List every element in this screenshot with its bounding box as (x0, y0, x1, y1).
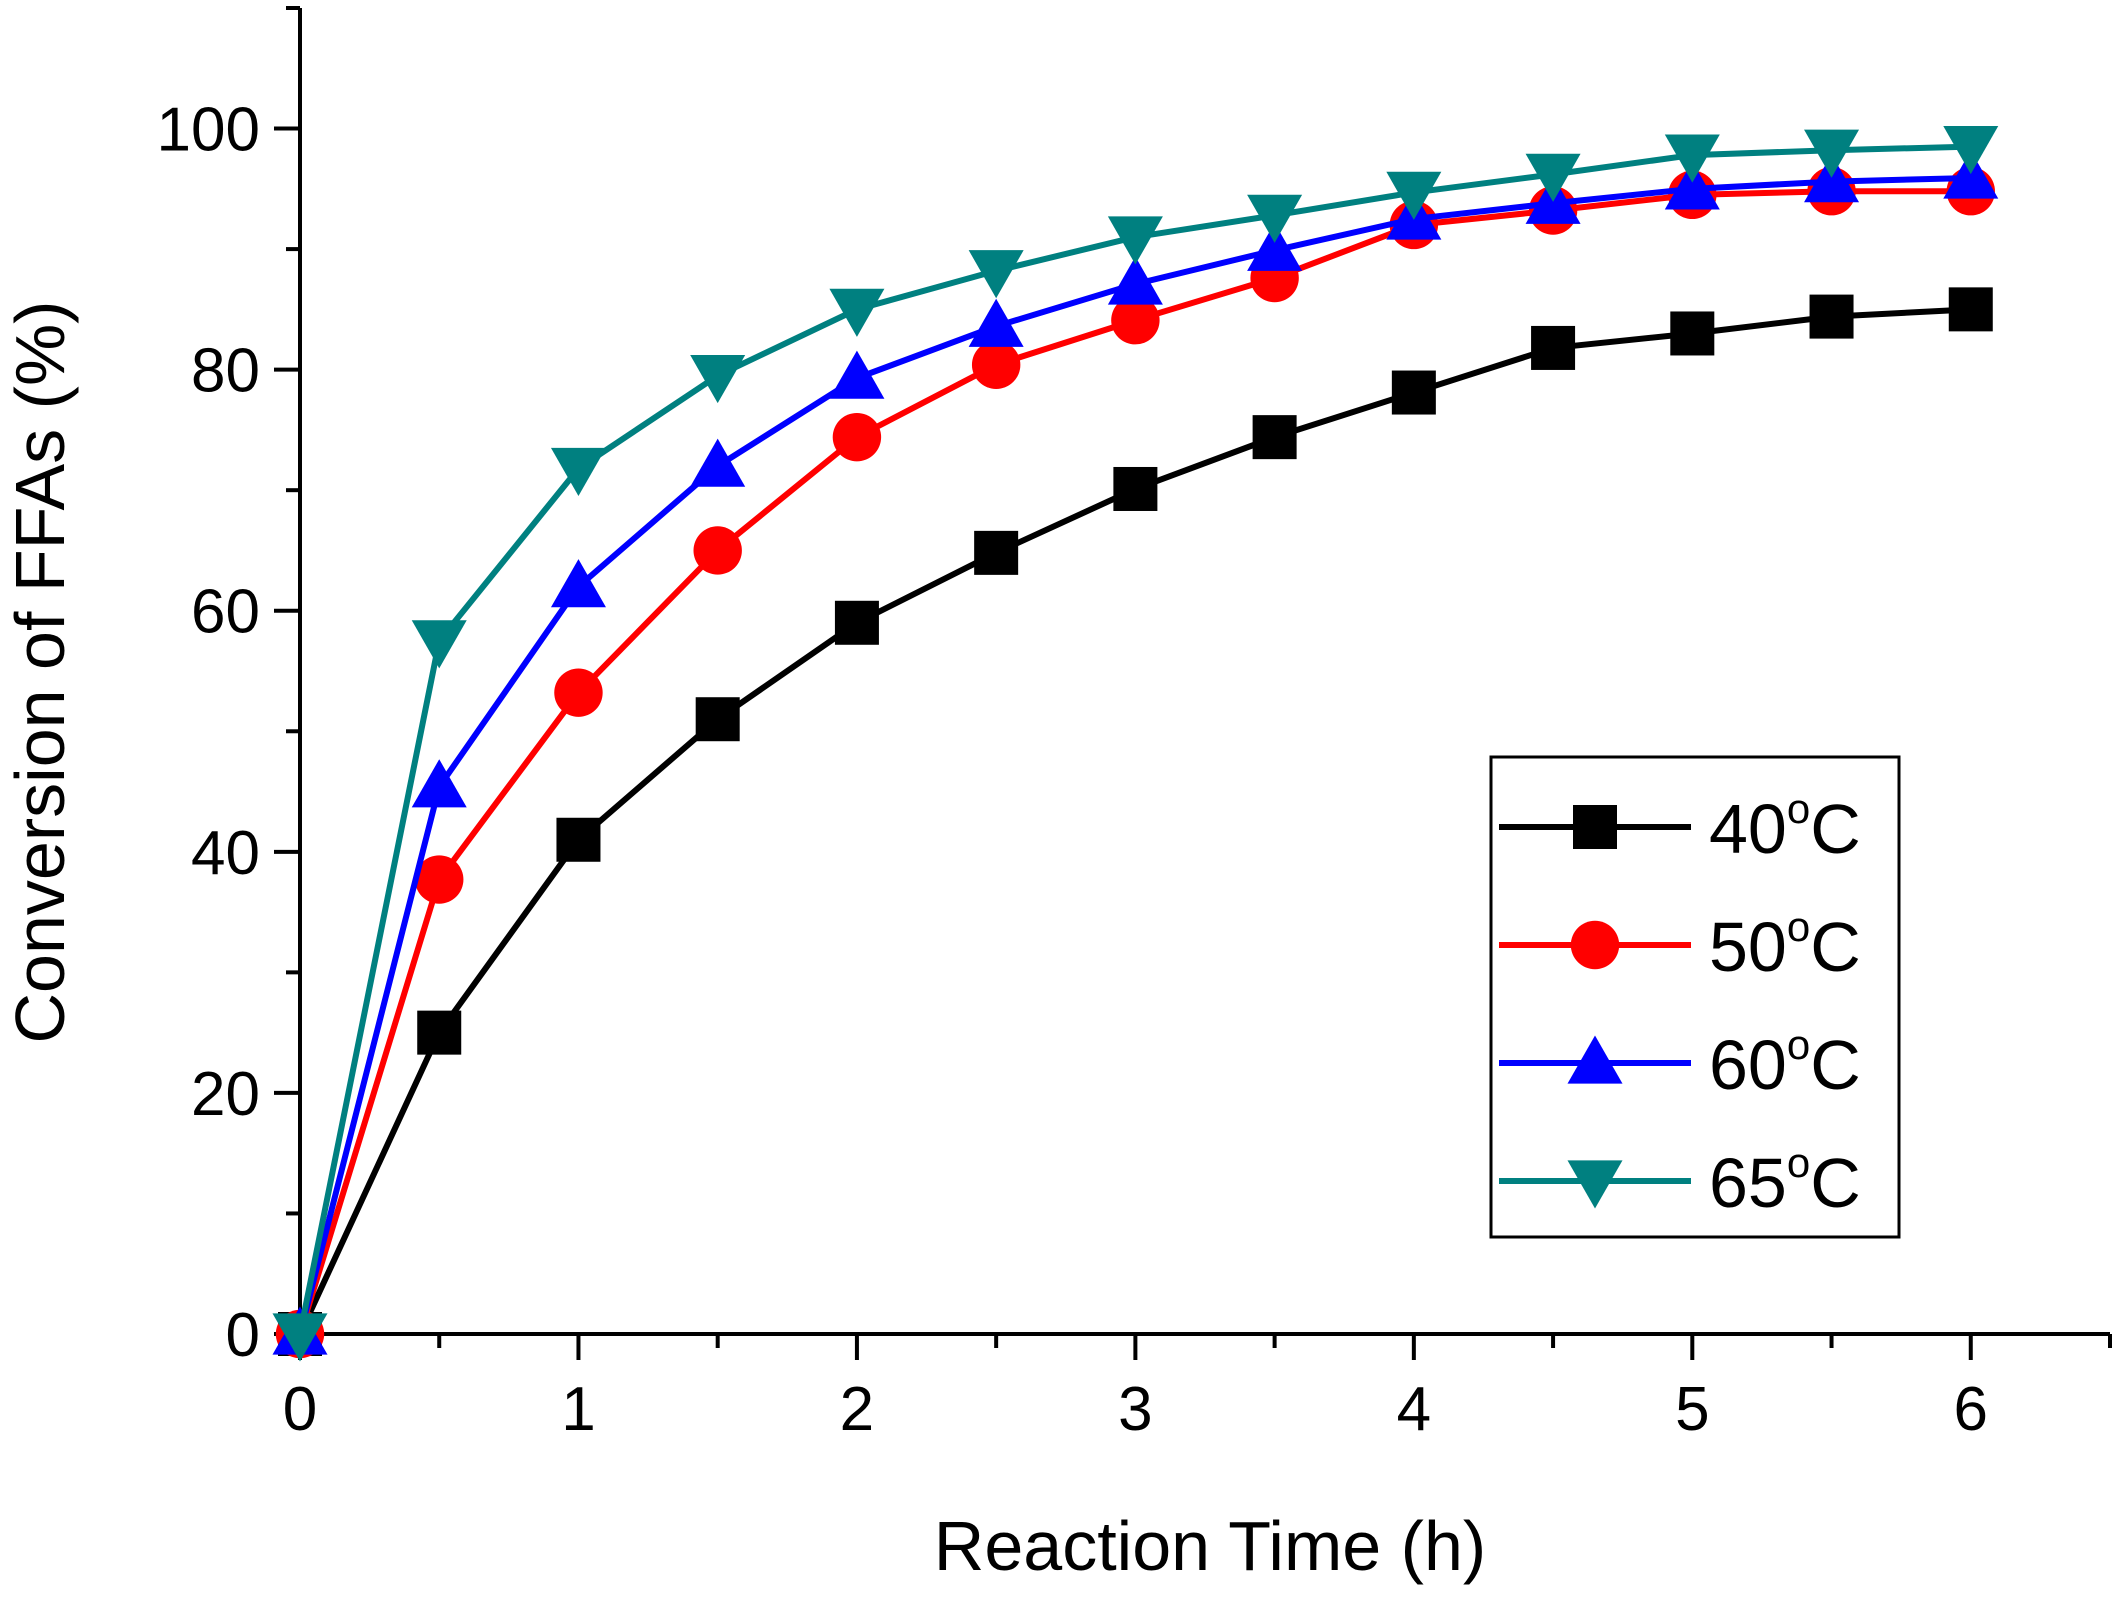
data-point-60C (1247, 222, 1303, 271)
data-point-40C (556, 817, 601, 862)
data-point-65C (550, 447, 606, 496)
x-tick-label: 6 (1954, 1375, 1988, 1444)
y-tick-label: 100 (157, 96, 260, 165)
data-point-65C (968, 250, 1024, 299)
data-point-60C (690, 438, 746, 487)
data-point-60C (829, 350, 885, 399)
data-point-50C (971, 340, 1021, 390)
legend-label: 60oC (1709, 1021, 1861, 1104)
data-point-60C (1107, 256, 1163, 305)
data-point-40C (1809, 294, 1854, 339)
plot-frame (298, 8, 2110, 1336)
x-tick-label: 2 (840, 1375, 874, 1444)
data-point-65C (829, 288, 885, 337)
x-tick-label: 1 (561, 1375, 595, 1444)
data-point-50C (693, 526, 742, 575)
data-point-60C (1804, 154, 1860, 203)
data-point-40C (974, 530, 1019, 575)
x-tick-label: 0 (283, 1375, 317, 1444)
legend-item-60C: 60oC (1499, 1021, 1861, 1104)
legend: 40oC 50oC 60oC 65oC (1489, 755, 1901, 1239)
legend-marker (1570, 920, 1620, 970)
data-point-60C (1943, 150, 1999, 199)
series-40C (278, 287, 1993, 1356)
data-point-60C (550, 559, 606, 608)
data-point-65C (1804, 129, 1860, 178)
x-tick-label: 4 (1397, 1375, 1431, 1444)
data-point-40C (1531, 325, 1576, 370)
x-tick-label: 3 (1118, 1375, 1152, 1444)
data-point-65C (272, 1313, 328, 1362)
data-point-60C (968, 298, 1024, 347)
y-tick-label: 40 (191, 819, 260, 888)
data-point-40C (1948, 287, 1993, 332)
series-layer (272, 126, 1999, 1362)
data-point-40C (1670, 311, 1715, 356)
legend-item-40C: 40oC (1499, 785, 1861, 868)
legend-item-65C: 65oC (1499, 1139, 1861, 1222)
data-point-40C (1391, 370, 1436, 415)
data-point-65C (1386, 171, 1442, 220)
data-point-65C (1943, 126, 1999, 175)
legend-item-50C: 50oC (1499, 903, 1861, 986)
data-point-40C (417, 1010, 462, 1055)
legend-marker (1567, 1160, 1623, 1209)
data-point-50C (832, 412, 882, 462)
y-axis-title: Conversion of FFAs (%) (1, 301, 79, 1044)
data-point-40C (1252, 415, 1297, 460)
y-tick-label: 60 (191, 578, 260, 647)
legend-label: 65oC (1709, 1139, 1861, 1222)
legend-box (1489, 755, 1901, 1239)
data-point-65C (1664, 134, 1720, 183)
y-axis-ticks: 0 20 40 60 80 100 (157, 6, 300, 1370)
data-point-65C (690, 355, 746, 404)
data-point-50C (1111, 296, 1160, 345)
data-point-65C (411, 620, 467, 669)
data-point-65C (1247, 194, 1303, 243)
x-axis-ticks: 0 1 2 3 4 5 6 (283, 1334, 2112, 1444)
x-tick-label: 5 (1675, 1375, 1709, 1444)
series-65C (272, 126, 1999, 1362)
y-tick-label: 80 (191, 337, 260, 406)
data-point-50C (554, 668, 603, 717)
y-tick-label: 20 (191, 1060, 260, 1129)
legend-marker (1573, 805, 1617, 849)
y-tick-label: 0 (226, 1301, 260, 1370)
data-point-40C (695, 697, 740, 742)
data-point-65C (1107, 216, 1163, 265)
legend-label: 50oC (1709, 903, 1861, 986)
x-axis-title: Reaction Time (h) (934, 1507, 1486, 1585)
data-point-60C (1664, 161, 1720, 210)
data-point-65C (1525, 153, 1581, 202)
data-point-40C (1113, 466, 1158, 511)
data-point-60C (411, 759, 467, 808)
legend-marker (1567, 1035, 1623, 1084)
legend-label: 40oC (1709, 785, 1861, 868)
data-point-50C (415, 855, 464, 904)
data-point-40C (834, 600, 879, 645)
